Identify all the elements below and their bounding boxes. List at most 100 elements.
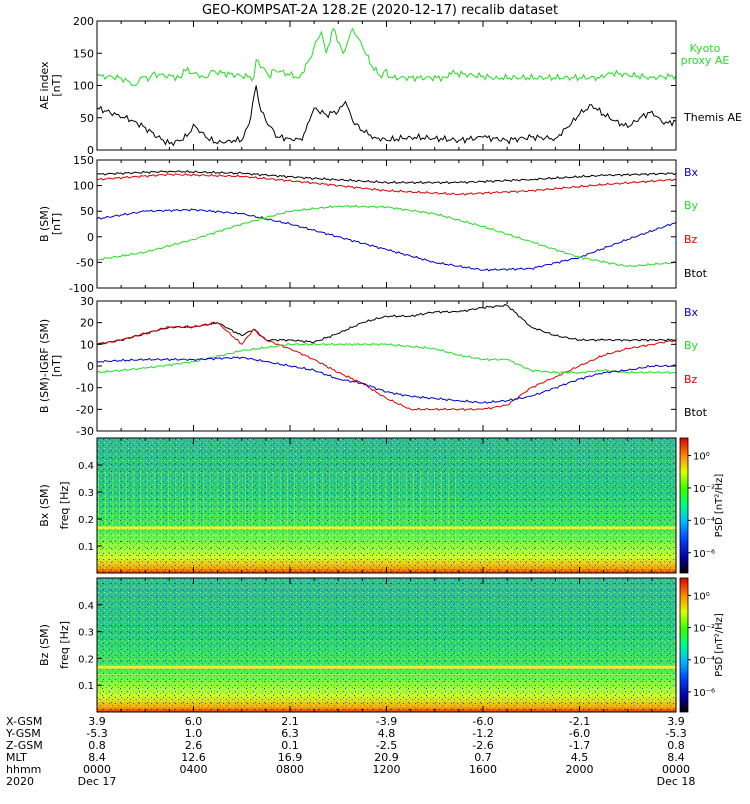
- y-tick-label: -20: [76, 403, 94, 416]
- ephemeris-cell: 0400: [180, 763, 208, 776]
- colorbar-tick-label: 10⁻⁶: [693, 688, 715, 699]
- panel-bfield: B (SM) [nT] -100 -50 0 50 100 150 Bx By Bz Btot: [38, 154, 708, 295]
- y-tick-label: 200: [73, 15, 94, 28]
- panel-dbfield: B (SM)-IGRF (SM) [nT] -30 -20 -10 0 10 20 30 Bx By…: [38, 295, 708, 438]
- ephemeris-cell: 16.9: [278, 751, 303, 764]
- ephemeris-cell: 2.1: [281, 715, 299, 728]
- legend-kyoto: Kyoto: [690, 42, 721, 55]
- colorbar-tick-label: 10⁰: [693, 591, 710, 602]
- legend-btot: Btot: [684, 267, 708, 280]
- colorbar-tick-label: 10⁻⁶: [693, 549, 715, 560]
- series-line-btot: [96, 303, 677, 345]
- y-axis-label: Bz (SM): [38, 624, 51, 666]
- ephemeris-cell: 3.9: [88, 715, 106, 728]
- spectrogram-noise-2: [97, 578, 676, 712]
- y-tick-label: 0: [87, 231, 94, 244]
- legend-bx: Bx: [684, 166, 699, 179]
- ephemeris-cell: 3.9: [667, 715, 685, 728]
- ephemeris-cell: 6.0: [185, 715, 203, 728]
- series-line-by: [96, 342, 677, 375]
- ephemeris-cell: 1600: [469, 763, 497, 776]
- colorbar-tick-label: 10⁻⁴: [693, 516, 715, 527]
- colorbar-tick-label: 10⁻²: [693, 484, 715, 495]
- series-line-themis-ae: [96, 85, 677, 147]
- y-tick-label: 10: [80, 338, 94, 351]
- ephemeris-cell: Dec 18: [657, 775, 696, 788]
- legend-proxy-ae: proxy AE: [681, 54, 730, 67]
- y-tick-label: 0.1: [78, 542, 94, 553]
- x-axis-ephemeris: X-GSMY-GSMZ-GSMMLThhmm20203.9-5.30.88.40…: [5, 715, 695, 788]
- y-tick-label: 50: [80, 205, 94, 218]
- y-axis-label: B (SM)-IGRF (SM): [38, 319, 51, 413]
- y-axis-label: B (SM): [38, 206, 51, 242]
- y-tick-label: -50: [76, 256, 94, 269]
- series-line-bz: [96, 321, 676, 412]
- legend-btot: Btot: [684, 406, 708, 419]
- y-tick-label: 150: [73, 47, 94, 60]
- y-tick-label: 30: [80, 295, 94, 308]
- y-axis-unit: [nT]: [50, 74, 63, 96]
- ephemeris-cell: Dec 17: [78, 775, 117, 788]
- colorbar-tick-label: 10⁻⁴: [693, 656, 715, 667]
- ephemeris-row-label: Z-GSM: [6, 739, 43, 752]
- y-axis-freq-label: freq [Hz]: [58, 621, 71, 669]
- ephemeris-cell: 0.8: [88, 739, 106, 752]
- panel-frame: [96, 20, 677, 151]
- y-axis-unit: [nT]: [50, 213, 63, 235]
- panel-spec_bz: 10⁰ 10⁻² 10⁻⁴ 10⁻⁶ PSD [nT²/Hz] Bz (SM) freq […: [38, 577, 725, 713]
- y-axis-label: Bx (SM): [38, 484, 51, 527]
- y-tick-label: -10: [76, 382, 94, 395]
- ephemeris-cell: 2.6: [185, 739, 203, 752]
- ephemeris-cell: -3.9: [376, 715, 397, 728]
- y-tick-label: 0: [87, 144, 94, 157]
- spectrogram-band-line: [97, 665, 676, 669]
- y-tick-label: -30: [76, 425, 94, 438]
- colorbar-label: PSD [nT²/Hz]: [714, 613, 725, 677]
- ephemeris-row-label: hhmm: [6, 763, 41, 776]
- colorbar-tick-label: 10⁻²: [693, 624, 715, 635]
- ephemeris-cell: 4.8: [378, 727, 396, 740]
- y-axis-unit: [nT]: [50, 355, 63, 377]
- y-tick-label: -100: [69, 282, 94, 295]
- ephemeris-cell: 4.5: [571, 751, 589, 764]
- ephemeris-row-label: Y-GSM: [5, 727, 41, 740]
- ephemeris-cell: 0000: [83, 763, 111, 776]
- ephemeris-cell: 6.3: [281, 727, 299, 740]
- y-tick-label: 20: [80, 317, 94, 330]
- y-tick-label: 100: [73, 180, 94, 193]
- ephemeris-cell: 1.0: [185, 727, 203, 740]
- ephemeris-cell: -6.0: [569, 727, 590, 740]
- y-tick-label: 50: [80, 112, 94, 125]
- series-line-bz: [96, 173, 677, 196]
- series-line-bx: [96, 356, 677, 404]
- ephemeris-cell: 2000: [566, 763, 594, 776]
- spectrogram-band-line: [97, 526, 676, 530]
- legend-by: By: [684, 199, 699, 212]
- panel-frame: [96, 300, 677, 432]
- ephemeris-cell: 1200: [373, 763, 401, 776]
- ephemeris-row-label: X-GSM: [6, 715, 42, 728]
- ephemeris-cell: -1.2: [472, 727, 493, 740]
- y-tick-label: 0.4: [78, 461, 94, 472]
- y-tick-label: 0.1: [78, 681, 94, 692]
- colorbar-label: PSD [nT²/Hz]: [714, 474, 725, 538]
- series-line-by: [96, 204, 677, 268]
- y-tick-label: 0.3: [78, 628, 94, 639]
- series-line-kyoto-proxy-ae: [96, 27, 677, 87]
- y-tick-label: 0.2: [78, 515, 94, 526]
- legend-bz: Bz: [684, 373, 698, 386]
- colorbar: [679, 577, 689, 713]
- y-tick-label: 0.4: [78, 601, 94, 612]
- colorbar: [679, 437, 689, 574]
- spectrogram-band-line: [97, 534, 676, 536]
- ephemeris-cell: 0.8: [667, 739, 685, 752]
- ephemeris-cell: 20.9: [374, 751, 399, 764]
- colorbar-tick-label: 10⁰: [693, 452, 710, 463]
- panel-frame: [96, 159, 677, 289]
- y-tick-label: 150: [73, 154, 94, 167]
- legend-bx: Bx: [684, 306, 699, 319]
- ephemeris-cell: -6.0: [472, 715, 493, 728]
- y-tick-label: 0.3: [78, 488, 94, 499]
